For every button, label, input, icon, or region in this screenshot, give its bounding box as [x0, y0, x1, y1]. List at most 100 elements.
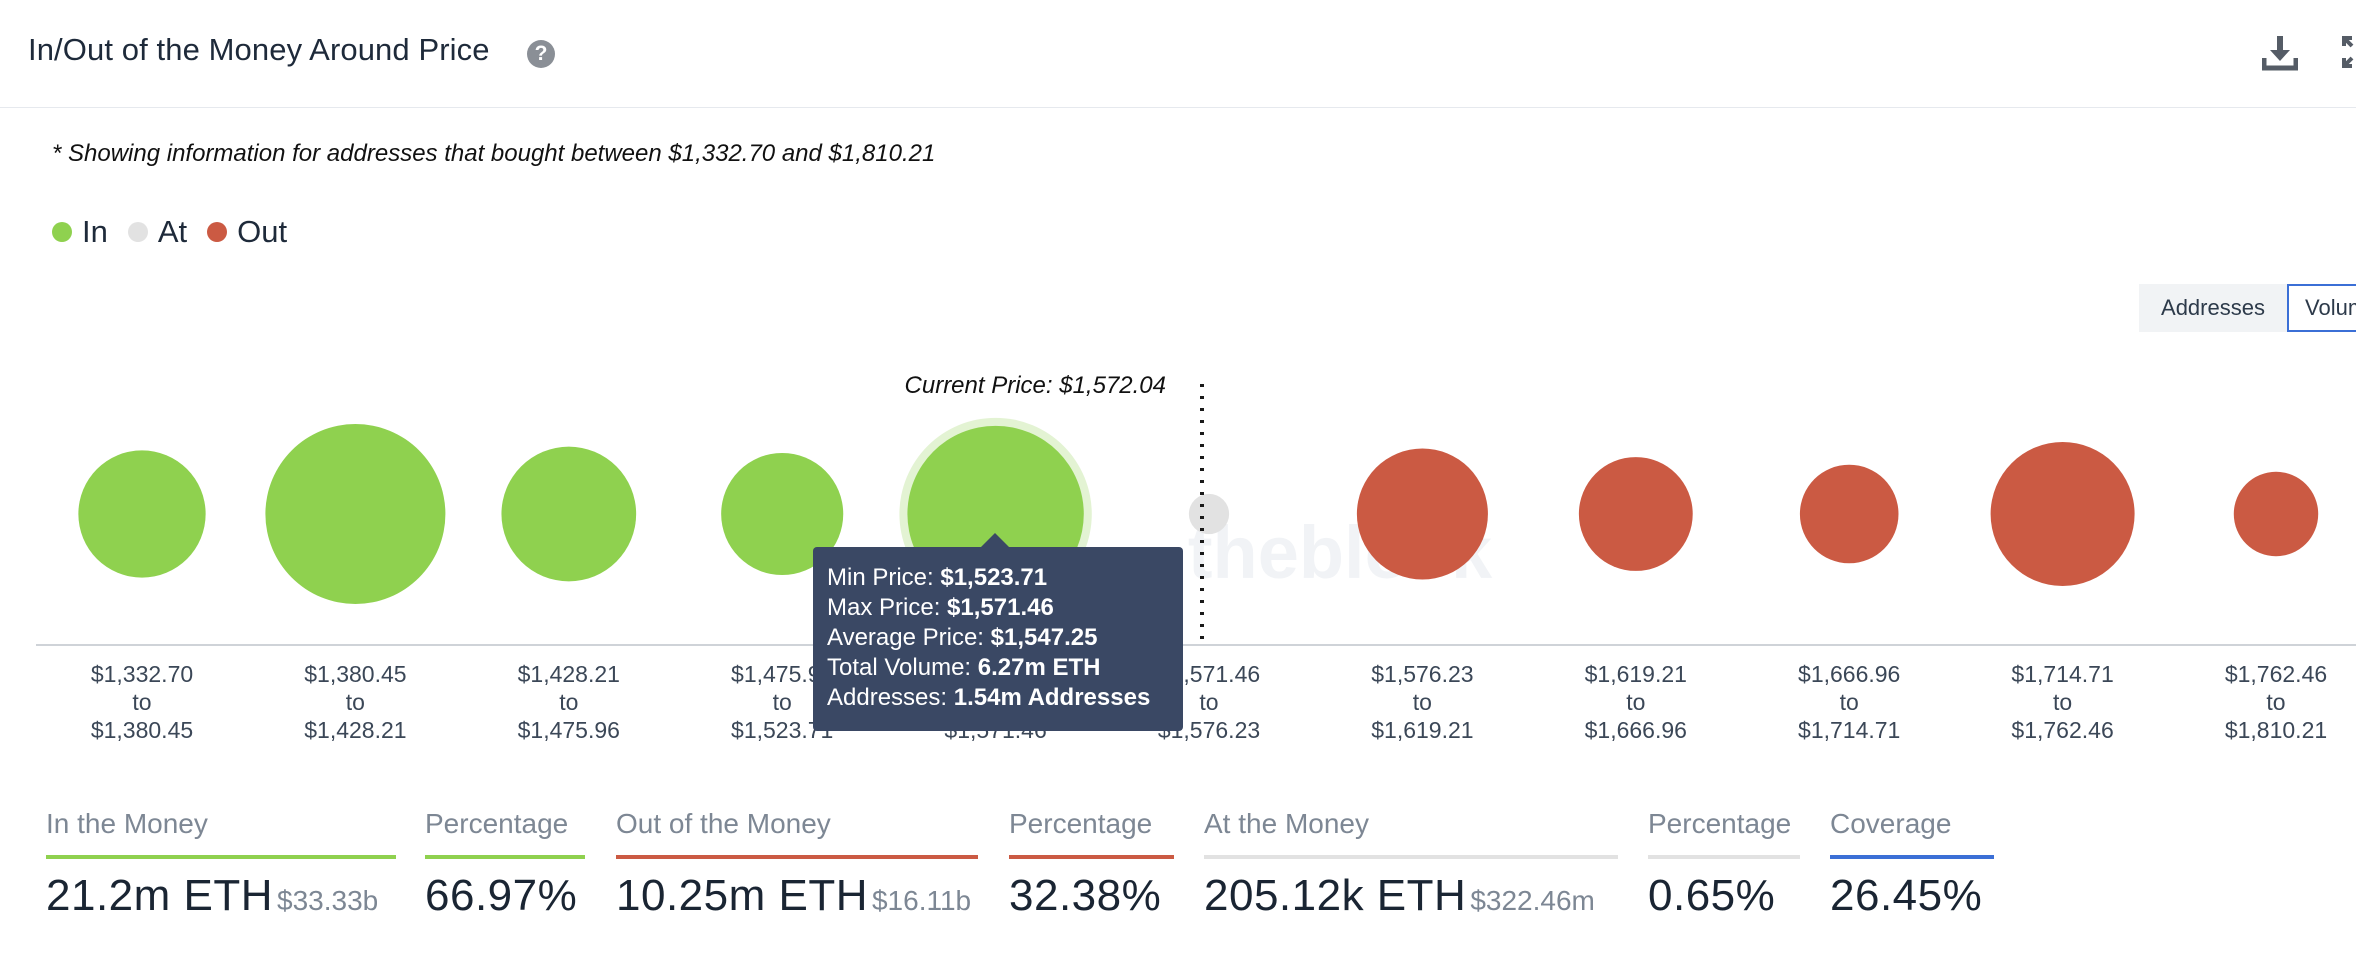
x-tick-label: $1,666.96: [1585, 717, 1687, 743]
x-tick-label: $1,666.96: [1798, 661, 1900, 687]
x-tick-label: $1,380.45: [91, 717, 193, 743]
legend-item-at[interactable]: At: [127, 214, 188, 250]
stat-underline: [1830, 855, 1994, 859]
legend: In At Out: [52, 214, 307, 250]
question-circle-icon[interactable]: ?: [527, 40, 555, 68]
x-tick-label: to: [1199, 689, 1218, 715]
legend-label-out: Out: [237, 214, 288, 249]
stat-label: Out of the Money: [616, 808, 831, 839]
legend-dot-at: [127, 222, 148, 242]
stat-label: Percentage: [425, 808, 569, 839]
x-tick-label: to: [559, 689, 578, 715]
stat-main-value: 205.12k ETH: [1204, 871, 1467, 920]
stat-value: 66.97%: [425, 871, 585, 921]
x-tick-label: $1,619.21: [1371, 717, 1473, 743]
stat-label: Percentage: [1009, 808, 1153, 839]
x-tick-label: $1,475.96: [518, 717, 620, 743]
current-price-label: Current Price: $1,572.04: [905, 372, 1166, 399]
bubble-out[interactable]: [1578, 457, 1693, 571]
stat-main-value: 21.2m ETH: [46, 871, 274, 920]
bubble-in[interactable]: [501, 446, 637, 582]
x-tick-label: $1,619.21: [1585, 661, 1687, 687]
tooltip-addresses: Addresses: 1.54m Addresses: [827, 684, 1151, 711]
bubble-out[interactable]: [1990, 442, 2135, 586]
x-tick-label: to: [773, 689, 792, 715]
x-tick-label: $1,810.21: [2225, 717, 2327, 743]
download-icon[interactable]: [2262, 34, 2298, 72]
chart-header: In/Out of the Money Around Price ?: [0, 0, 2356, 108]
x-tick-label: $1,714.71: [1798, 717, 1900, 743]
stat-main-value: 0.65%: [1648, 871, 1776, 920]
bubble-in[interactable]: [721, 452, 844, 576]
chart-title: In/Out of the Money Around Price: [28, 32, 490, 67]
in-percentage-stat: Percentage 66.97%: [425, 808, 585, 921]
bubble-tooltip: Min Price: $1,523.71 Max Price: $1,571.4…: [813, 547, 1183, 731]
bubble-in[interactable]: [265, 424, 446, 604]
x-tick-label: to: [2053, 689, 2072, 715]
metric-toggle: Addresses Volume: [2139, 284, 2356, 332]
stat-main-value: 66.97%: [425, 871, 578, 920]
legend-item-out[interactable]: Out: [207, 214, 287, 250]
tooltip-total-volume: Total Volume: 6.27m ETH: [827, 654, 1101, 681]
stat-value: 32.38%: [1009, 871, 1174, 921]
addresses-toggle-button[interactable]: Addresses: [2139, 284, 2287, 332]
volume-toggle-button[interactable]: Volume: [2287, 284, 2356, 332]
stat-label: At the Money: [1204, 808, 1369, 839]
range-note: * Showing information for addresses that…: [52, 140, 936, 167]
stat-underline: [425, 855, 585, 859]
stat-value: 205.12k ETH $322.46m: [1204, 871, 1618, 921]
stat-usd-value: $33.33b: [277, 885, 379, 916]
tooltip-arrow: [980, 533, 1010, 548]
stat-main-value: 10.25m ETH: [616, 871, 868, 920]
stat-label: In the Money: [46, 808, 208, 839]
x-tick-label: to: [1840, 689, 1859, 715]
x-tick-label: to: [1626, 689, 1645, 715]
x-tick-label: $1,576.23: [1371, 661, 1473, 687]
stat-underline: [1009, 855, 1174, 859]
x-tick-label: $1,762.46: [2225, 661, 2327, 687]
bubble-at[interactable]: [1188, 493, 1230, 535]
bubble-out[interactable]: [2233, 471, 2319, 557]
x-tick-label: to: [346, 689, 365, 715]
stat-usd-value: $16.11b: [871, 885, 972, 916]
x-tick-label: $1,428.21: [518, 661, 620, 687]
bubble-out[interactable]: [1356, 448, 1488, 580]
in-the-money-stat: In the Money 21.2m ETH $33.33b: [46, 808, 396, 921]
x-tick-label: $1,714.71: [2011, 661, 2113, 687]
stat-usd-value: $322.46m: [1470, 885, 1595, 916]
stat-value: 0.65%: [1648, 871, 1800, 921]
stat-underline: [46, 855, 396, 859]
out-percentage-stat: Percentage 32.38%: [1009, 808, 1174, 921]
stat-main-value: 32.38%: [1009, 871, 1162, 920]
x-tick-label: $1,762.46: [2011, 717, 2113, 743]
stat-label: Coverage: [1830, 808, 1952, 839]
at-percentage-stat: Percentage 0.65%: [1648, 808, 1800, 921]
x-tick-label: to: [2266, 689, 2285, 715]
x-tick-label: $1,380.45: [304, 661, 406, 687]
stat-main-value: 26.45%: [1830, 871, 1983, 920]
stat-underline: [616, 855, 978, 859]
expand-icon[interactable]: [2340, 34, 2356, 70]
coverage-stat: Coverage 26.45%: [1830, 808, 1994, 921]
x-tick-label: $1,332.70: [91, 661, 193, 687]
tooltip-min-price: Min Price: $1,523.71: [827, 564, 1048, 591]
bubble-in[interactable]: [78, 450, 206, 578]
legend-label-in: In: [82, 214, 108, 249]
stat-label: Percentage: [1648, 808, 1792, 839]
legend-dot-in: [52, 222, 72, 242]
stat-underline: [1648, 855, 1800, 859]
legend-dot-out: [207, 222, 228, 242]
x-tick-label: $1,428.21: [304, 717, 406, 743]
x-tick-label: to: [132, 689, 151, 715]
stat-underline: [1204, 855, 1618, 859]
out-of-the-money-stat: Out of the Money 10.25m ETH $16.11b: [616, 808, 978, 921]
stat-value: 21.2m ETH $33.33b: [46, 871, 396, 921]
tooltip-average-price: Average Price: $1,547.25: [827, 624, 1098, 651]
x-tick-label: to: [1413, 689, 1432, 715]
at-the-money-stat: At the Money 205.12k ETH $322.46m: [1204, 808, 1618, 921]
legend-item-in[interactable]: In: [52, 214, 108, 250]
tooltip-max-price: Max Price: $1,571.46: [827, 594, 1054, 621]
stats-bar: In the Money 21.2m ETH $33.33b Percentage 66…: [0, 808, 2356, 954]
bubble-out[interactable]: [1799, 464, 1899, 564]
legend-label-at: At: [157, 214, 188, 249]
